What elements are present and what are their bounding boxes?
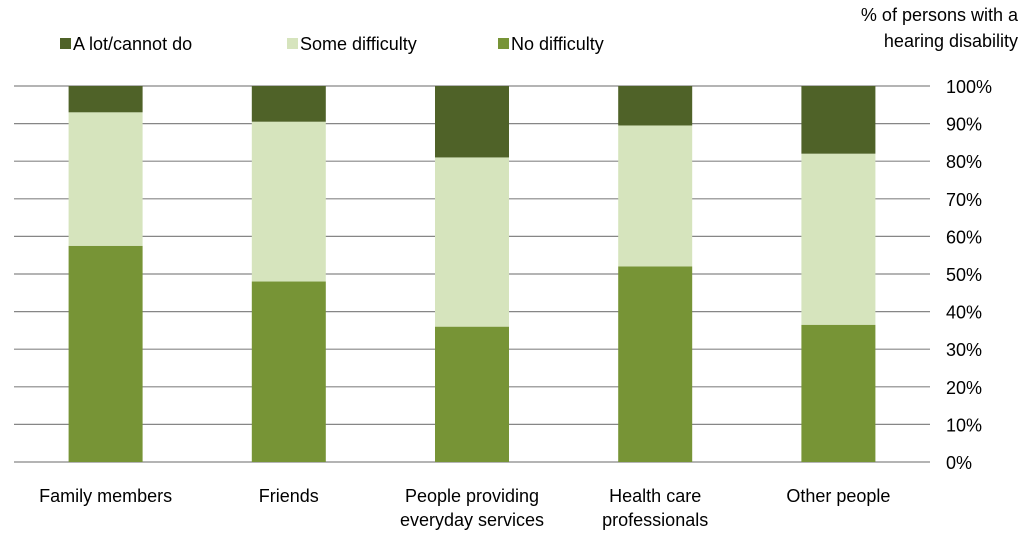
bar-segment-a-lot-cannot-do xyxy=(801,86,876,154)
x-category-labels: Family members Friends People providing eve… xyxy=(39,486,890,530)
y-tick-label: 100% xyxy=(946,77,992,97)
x-category-label: Health care professionals xyxy=(602,486,708,530)
legend-label: Some difficulty xyxy=(300,34,417,54)
y-tick-label: 20% xyxy=(946,378,982,398)
bar-segment-no-difficulty xyxy=(435,326,509,462)
bar-segment-a-lot-cannot-do xyxy=(618,86,693,126)
y-tick-label: 10% xyxy=(946,415,982,435)
y-axis-label-line: hearing disability xyxy=(884,31,1018,51)
bar-segment-no-difficulty xyxy=(618,266,693,462)
legend-item-no-difficulty: No difficulty xyxy=(498,34,604,54)
bar-segment-some-difficulty xyxy=(435,157,509,327)
legend-label: No difficulty xyxy=(511,34,604,54)
x-category-label: Family members xyxy=(39,486,172,506)
legend-item-a-lot-cannot-do: A lot/cannot do xyxy=(60,34,192,54)
bars xyxy=(68,86,876,462)
y-tick-labels: 0% 10% 20% 30% 40% 50% 60% 70% 80% 90% 100% xyxy=(946,77,992,473)
bar-segment-some-difficulty xyxy=(618,125,693,267)
bar-segment-no-difficulty xyxy=(251,281,326,462)
bar-segment-some-difficulty xyxy=(68,112,143,246)
y-tick-label: 60% xyxy=(946,227,982,247)
y-tick-label: 90% xyxy=(946,115,982,135)
y-tick-label: 70% xyxy=(946,190,982,210)
y-axis-label-line: % of persons with a xyxy=(861,5,1019,25)
y-tick-label: 30% xyxy=(946,340,982,360)
bar-segment-no-difficulty xyxy=(68,245,143,462)
legend-label: A lot/cannot do xyxy=(73,34,192,54)
bar-segment-some-difficulty xyxy=(801,153,876,325)
bar-segment-a-lot-cannot-do xyxy=(435,86,509,158)
x-category-label: Friends xyxy=(259,486,319,506)
bar-segment-a-lot-cannot-do xyxy=(251,86,326,122)
y-tick-label: 40% xyxy=(946,303,982,323)
legend-swatch xyxy=(498,38,509,49)
y-tick-label: 80% xyxy=(946,152,982,172)
legend-swatch xyxy=(60,38,71,49)
x-category-label: People providing everyday services xyxy=(400,486,544,530)
x-category-label: Other people xyxy=(786,486,890,506)
bar-segment-a-lot-cannot-do xyxy=(68,86,143,113)
y-tick-label: 50% xyxy=(946,265,982,285)
legend-swatch xyxy=(287,38,298,49)
y-axis-label: % of persons with a hearing disability xyxy=(861,5,1019,51)
bar-segment-no-difficulty xyxy=(801,324,876,462)
bar-segment-some-difficulty xyxy=(251,121,326,282)
legend: A lot/cannot do Some difficulty No difficu… xyxy=(60,34,604,54)
y-tick-label: 0% xyxy=(946,453,972,473)
legend-item-some-difficulty: Some difficulty xyxy=(287,34,417,54)
